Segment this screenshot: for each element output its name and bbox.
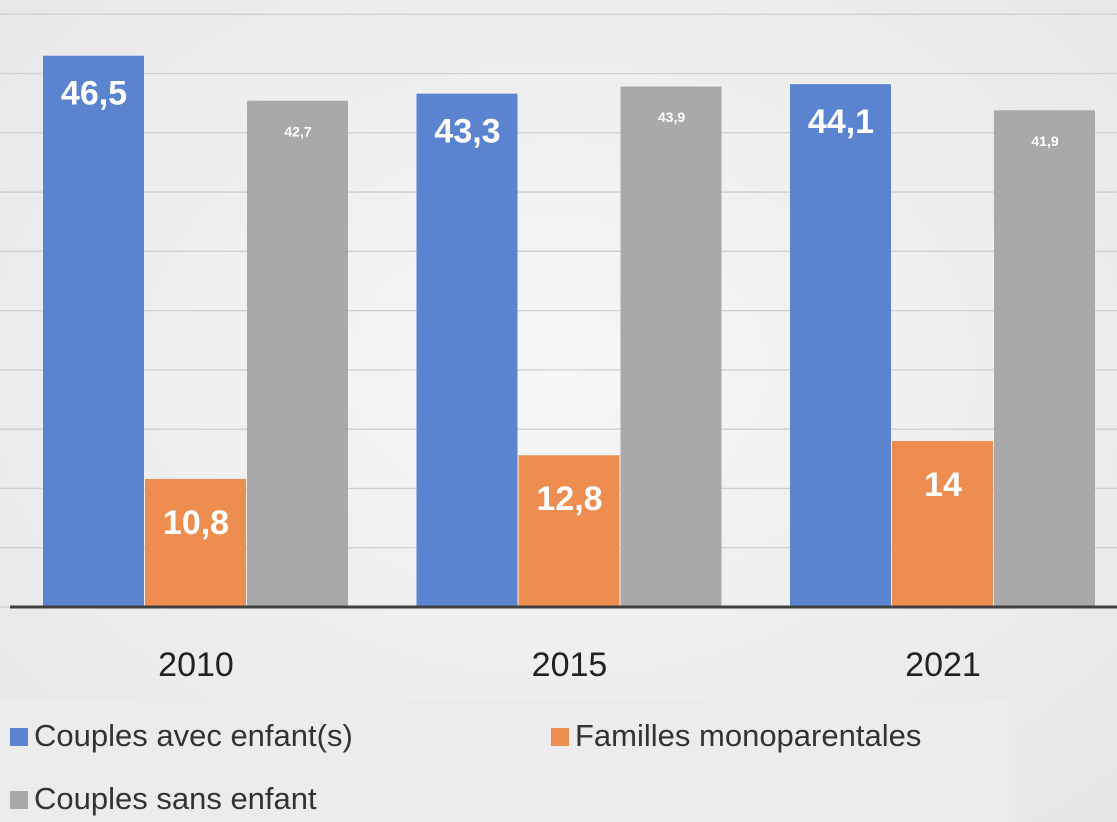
data-label: 43,3 <box>434 113 500 151</box>
data-label: 46,5 <box>61 75 127 113</box>
data-label: 14 <box>924 466 962 504</box>
data-label: 10,8 <box>163 504 229 542</box>
legend-box <box>0 700 1015 822</box>
legend-swatch <box>551 728 569 746</box>
data-label: 41,9 <box>1031 133 1058 149</box>
x-tick-label: 2021 <box>905 646 981 684</box>
x-tick-label: 2015 <box>532 646 608 684</box>
legend-label: Couples sans enfant <box>34 781 317 816</box>
bar <box>43 55 144 607</box>
bar <box>892 441 993 607</box>
data-label: 42,7 <box>284 123 311 139</box>
legend-label: Familles monoparentales <box>575 718 921 753</box>
x-tick-label: 2010 <box>158 646 234 684</box>
bar <box>416 93 518 607</box>
data-label: 43,9 <box>658 109 685 125</box>
legend-swatch <box>10 728 28 746</box>
bar <box>247 100 348 607</box>
bar <box>620 86 722 607</box>
bar <box>518 455 620 607</box>
bar <box>145 478 246 607</box>
legend-label: Couples avec enfant(s) <box>34 718 353 753</box>
data-label: 12,8 <box>536 480 602 518</box>
legend-swatch <box>10 791 28 809</box>
data-label: 44,1 <box>808 103 874 141</box>
bar <box>790 84 891 607</box>
bar <box>994 110 1095 607</box>
